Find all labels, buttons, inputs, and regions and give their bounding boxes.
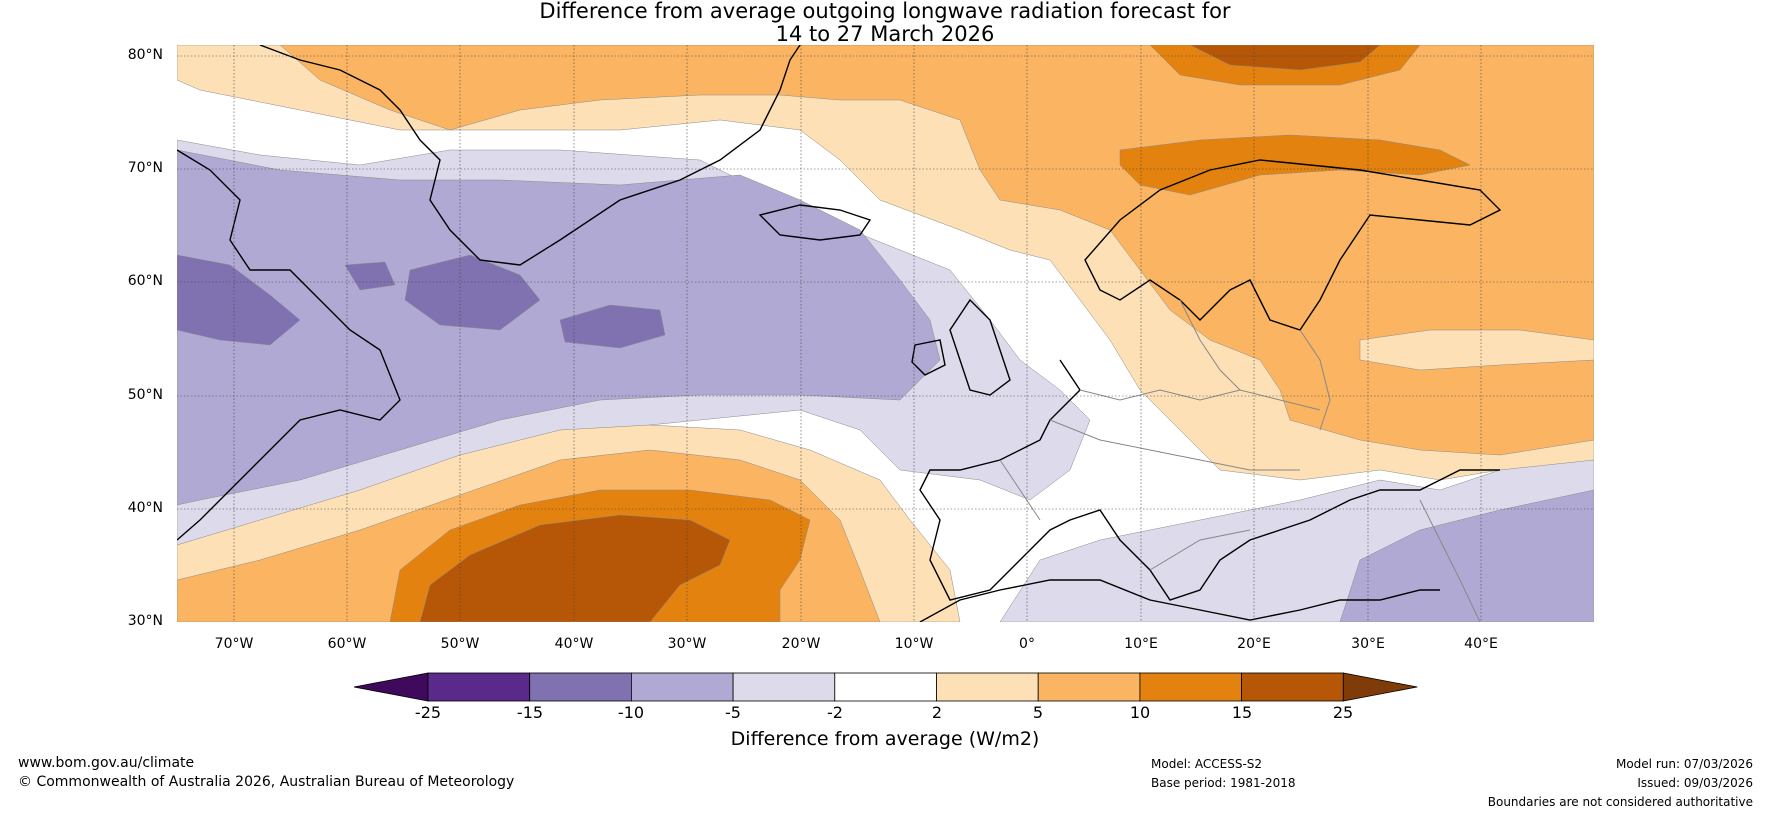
coast-iceland xyxy=(758,204,872,241)
colorbar-segment xyxy=(631,672,734,702)
contour-plus10-norway xyxy=(1119,134,1471,196)
coast-canada xyxy=(177,149,401,541)
colorbar-tick-2: 2 xyxy=(931,703,943,722)
lon-label-10e: 10°E xyxy=(1124,636,1158,652)
lat-label-40n: 40°N xyxy=(127,500,163,516)
lat-label-30n: 30°N xyxy=(127,613,163,629)
contour-minus10-west xyxy=(177,254,301,346)
coast-britain xyxy=(949,298,1011,396)
contour-plus15-svalbard xyxy=(1189,45,1381,71)
contour-minus5-east xyxy=(1339,489,1594,622)
colorbar-tick-minus2: -2 xyxy=(827,703,843,722)
contour-plus2-inset xyxy=(1359,329,1594,371)
footer-base-period: Base period: 1981-2018 xyxy=(1151,776,1296,790)
lon-label-60w: 60°W xyxy=(327,636,367,652)
colorbar-tick-minus5: -5 xyxy=(725,703,741,722)
colorbar-segment xyxy=(936,672,1039,702)
lon-label-70w: 70°W xyxy=(214,636,254,652)
lon-label-0: 0° xyxy=(1019,636,1035,652)
colorbar-tick-minus25: -25 xyxy=(414,703,442,722)
coast-europe-main xyxy=(919,359,1500,601)
footer-model: Model: ACCESS-S2 xyxy=(1151,757,1263,771)
colorbar-segment xyxy=(732,672,836,702)
coastlines xyxy=(177,45,1502,622)
lon-label-20e: 20°E xyxy=(1237,636,1271,652)
contour-minus10-c xyxy=(559,304,666,349)
coast-ireland xyxy=(911,339,946,376)
contour-minus10-d xyxy=(344,261,396,291)
graticule xyxy=(177,45,1594,622)
colorbar-tick-minus15: -15 xyxy=(516,703,544,722)
chart-title-line1: Difference from average outgoing longwav… xyxy=(539,0,1231,23)
coast-greenland xyxy=(259,45,801,266)
country-borders xyxy=(999,299,1481,622)
footer-copyright: © Commonwealth of Australia 2026, Austra… xyxy=(18,774,515,790)
colorbar-tick-25: 25 xyxy=(1332,703,1354,722)
chart-title-line2: 14 to 27 March 2026 xyxy=(775,22,995,46)
footer-website: www.bom.gov.au/climate xyxy=(18,755,195,771)
colorbar-tick-minus10: -10 xyxy=(617,703,645,722)
colorbar-tick-5: 5 xyxy=(1032,703,1044,722)
contour-plus15-south xyxy=(419,514,731,622)
colorbar-segment xyxy=(529,672,632,702)
footer-model-run: Model run: 07/03/2026 xyxy=(1615,757,1753,771)
lon-label-30w: 30°W xyxy=(667,636,707,652)
lon-label-50w: 50°W xyxy=(440,636,480,652)
colorbar-segment xyxy=(1241,672,1344,702)
colorbar-title: Difference from average (W/m2) xyxy=(730,728,1040,750)
colorbar-segment xyxy=(834,672,937,702)
footer-issued: Issued: 09/03/2026 xyxy=(1637,776,1753,790)
anomaly-field xyxy=(177,45,1594,622)
lon-label-40w: 40°W xyxy=(554,636,594,652)
lat-label-80n: 80°N xyxy=(127,47,163,63)
lon-label-20w: 20°W xyxy=(781,636,821,652)
colorbar-extend-high xyxy=(1342,672,1418,702)
coast-africa xyxy=(919,579,1440,622)
lat-label-70n: 70°N xyxy=(127,160,163,176)
footer-disclaimer: Boundaries are not considered authoritat… xyxy=(1487,795,1753,809)
colorbar-segment xyxy=(427,672,531,702)
lon-label-40e: 40°E xyxy=(1464,636,1498,652)
colorbar xyxy=(353,672,1418,702)
lat-label-50n: 50°N xyxy=(127,387,163,403)
colorbar-tick-15: 15 xyxy=(1231,703,1253,722)
colorbar-segment xyxy=(1139,672,1243,702)
lat-label-60n: 60°N xyxy=(127,273,163,289)
colorbar-extend-low xyxy=(353,672,429,702)
colorbar-segment xyxy=(1037,672,1141,702)
lon-label-10w: 10°W xyxy=(894,636,934,652)
lon-label-30e: 30°E xyxy=(1351,636,1385,652)
colorbar-tick-10: 10 xyxy=(1129,703,1151,722)
